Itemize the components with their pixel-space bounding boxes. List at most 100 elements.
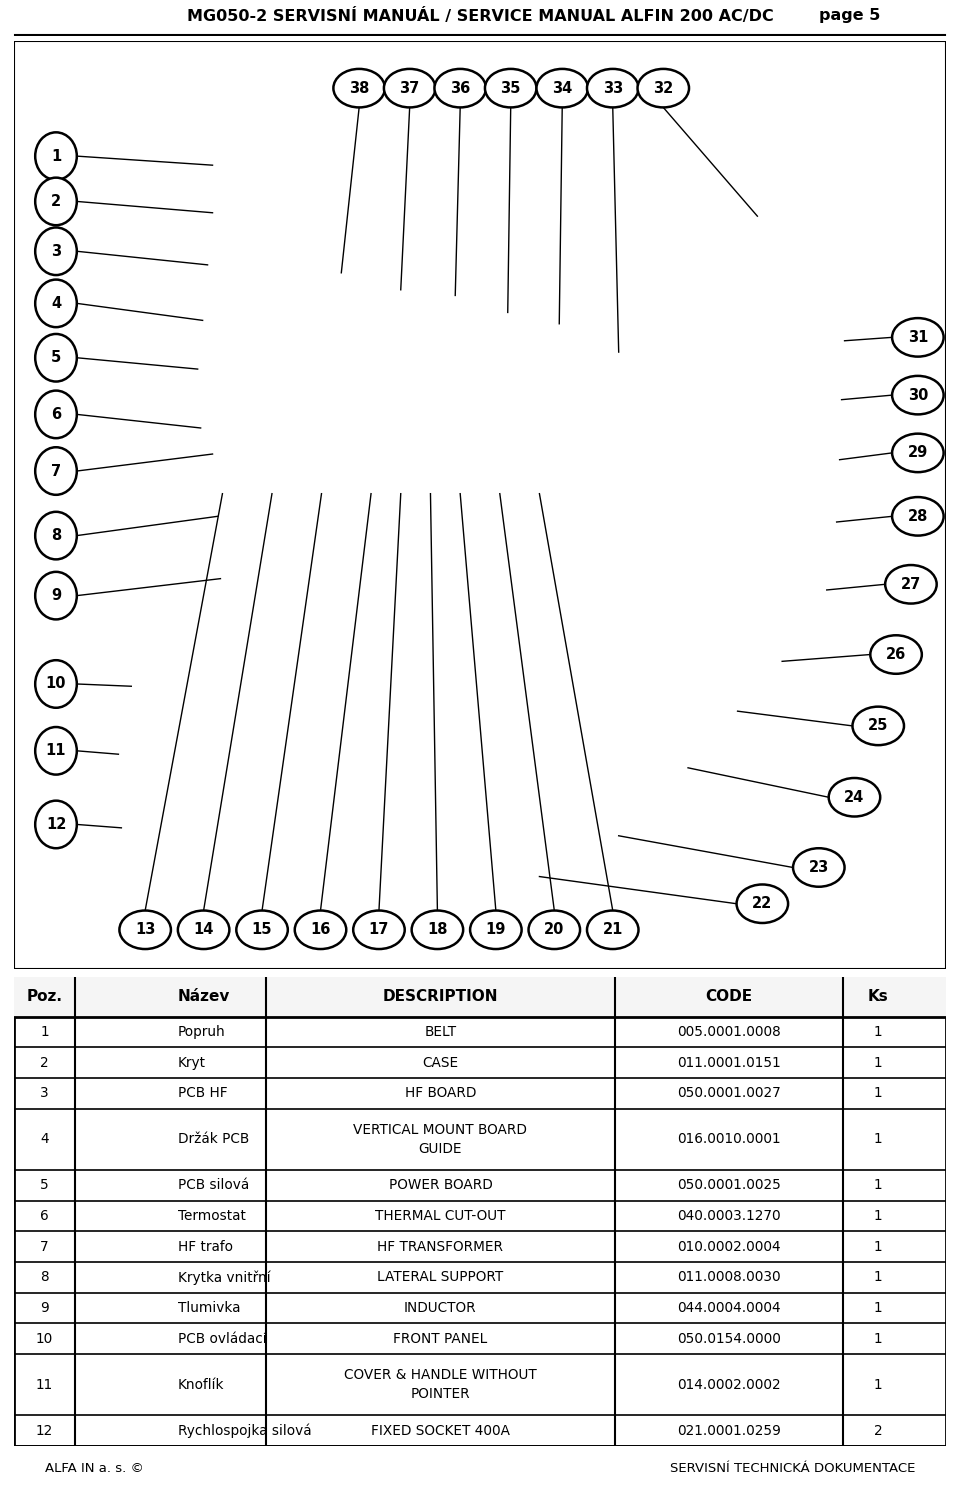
Text: SERVISNÍ TECHNICKÁ DOKUMENTACE: SERVISNÍ TECHNICKÁ DOKUMENTACE bbox=[670, 1462, 915, 1474]
Text: 25: 25 bbox=[868, 718, 888, 733]
Text: 28: 28 bbox=[907, 510, 928, 525]
Text: 011.0008.0030: 011.0008.0030 bbox=[678, 1270, 780, 1285]
Text: 22: 22 bbox=[753, 896, 773, 911]
Circle shape bbox=[36, 801, 77, 848]
Text: HF trafo: HF trafo bbox=[178, 1240, 233, 1254]
Ellipse shape bbox=[892, 376, 944, 415]
Text: 11: 11 bbox=[46, 744, 66, 759]
Text: 38: 38 bbox=[348, 81, 370, 96]
Text: 040.0003.1270: 040.0003.1270 bbox=[678, 1208, 780, 1223]
Text: POWER BOARD: POWER BOARD bbox=[389, 1178, 492, 1192]
Circle shape bbox=[36, 132, 77, 180]
Text: Krytka vnitřní: Krytka vnitřní bbox=[178, 1270, 271, 1285]
Ellipse shape bbox=[828, 779, 880, 816]
Circle shape bbox=[36, 448, 77, 494]
Text: 17: 17 bbox=[369, 923, 389, 938]
Text: 27: 27 bbox=[900, 577, 921, 592]
Text: 9: 9 bbox=[51, 588, 61, 603]
Circle shape bbox=[36, 391, 77, 439]
Text: HF TRANSFORMER: HF TRANSFORMER bbox=[377, 1240, 503, 1254]
Ellipse shape bbox=[178, 911, 229, 948]
Text: 5: 5 bbox=[51, 350, 61, 365]
Text: 33: 33 bbox=[603, 81, 623, 96]
Text: 021.0001.0259: 021.0001.0259 bbox=[677, 1423, 781, 1437]
Text: 16: 16 bbox=[310, 923, 330, 938]
Ellipse shape bbox=[587, 911, 638, 948]
Circle shape bbox=[36, 727, 77, 774]
Text: COVER & HANDLE WITHOUT
POINTER: COVER & HANDLE WITHOUT POINTER bbox=[344, 1368, 537, 1401]
Text: 23: 23 bbox=[808, 860, 828, 875]
Text: Ks: Ks bbox=[868, 989, 888, 1004]
Text: Rychlospojka silová: Rychlospojka silová bbox=[178, 1423, 311, 1438]
Ellipse shape bbox=[892, 497, 944, 535]
Ellipse shape bbox=[119, 911, 171, 948]
Text: 1: 1 bbox=[874, 1302, 882, 1315]
Ellipse shape bbox=[793, 848, 845, 887]
Circle shape bbox=[36, 571, 77, 619]
Text: THERMAL CUT-OUT: THERMAL CUT-OUT bbox=[375, 1208, 506, 1223]
Text: 1: 1 bbox=[874, 1208, 882, 1223]
Text: 050.0001.0027: 050.0001.0027 bbox=[677, 1087, 781, 1100]
Text: 24: 24 bbox=[845, 789, 865, 804]
Text: 1: 1 bbox=[874, 1332, 882, 1345]
Text: 050.0001.0025: 050.0001.0025 bbox=[677, 1178, 781, 1192]
Ellipse shape bbox=[384, 69, 436, 107]
Ellipse shape bbox=[852, 706, 904, 745]
Text: 2: 2 bbox=[51, 194, 61, 209]
Text: 1: 1 bbox=[874, 1178, 882, 1192]
Text: Knoflík: Knoflík bbox=[178, 1378, 225, 1392]
Ellipse shape bbox=[295, 911, 347, 948]
Circle shape bbox=[36, 280, 77, 328]
Text: 5: 5 bbox=[40, 1178, 49, 1192]
Text: 14: 14 bbox=[193, 923, 214, 938]
Ellipse shape bbox=[485, 69, 537, 107]
Text: ALFA IN a. s. ©: ALFA IN a. s. © bbox=[45, 1462, 144, 1474]
Bar bbox=[14, 977, 946, 1018]
Text: Držák PCB: Držák PCB bbox=[178, 1132, 249, 1147]
Text: 34: 34 bbox=[552, 81, 572, 96]
Text: 1: 1 bbox=[874, 1378, 882, 1392]
Ellipse shape bbox=[236, 911, 288, 948]
Ellipse shape bbox=[537, 69, 588, 107]
Text: 4: 4 bbox=[51, 296, 61, 311]
Text: 12: 12 bbox=[46, 818, 66, 833]
Text: 6: 6 bbox=[40, 1208, 49, 1223]
Text: 29: 29 bbox=[908, 445, 928, 460]
Ellipse shape bbox=[529, 911, 580, 948]
Text: Tlumivka: Tlumivka bbox=[178, 1302, 240, 1315]
Text: Popruh: Popruh bbox=[178, 1025, 226, 1039]
Text: 37: 37 bbox=[399, 81, 420, 96]
Ellipse shape bbox=[587, 69, 638, 107]
Ellipse shape bbox=[353, 911, 405, 948]
Text: 1: 1 bbox=[874, 1270, 882, 1285]
Ellipse shape bbox=[470, 911, 521, 948]
Text: 15: 15 bbox=[252, 923, 273, 938]
Circle shape bbox=[36, 227, 77, 275]
Text: 7: 7 bbox=[51, 463, 61, 478]
Text: FRONT PANEL: FRONT PANEL bbox=[394, 1332, 488, 1345]
Ellipse shape bbox=[871, 636, 922, 673]
Text: LATERAL SUPPORT: LATERAL SUPPORT bbox=[377, 1270, 504, 1285]
Circle shape bbox=[36, 334, 77, 382]
Text: CODE: CODE bbox=[706, 989, 753, 1004]
Ellipse shape bbox=[892, 434, 944, 472]
Text: 7: 7 bbox=[40, 1240, 49, 1254]
Text: 12: 12 bbox=[36, 1423, 54, 1437]
Text: 36: 36 bbox=[450, 81, 470, 96]
Text: 3: 3 bbox=[40, 1087, 49, 1100]
Text: 1: 1 bbox=[51, 149, 61, 164]
Text: 3: 3 bbox=[51, 243, 61, 259]
Ellipse shape bbox=[885, 565, 937, 604]
Circle shape bbox=[36, 177, 77, 225]
Text: INDUCTOR: INDUCTOR bbox=[404, 1302, 477, 1315]
Text: 11: 11 bbox=[36, 1378, 54, 1392]
Text: 30: 30 bbox=[907, 388, 928, 403]
Text: 2: 2 bbox=[40, 1055, 49, 1070]
Text: 1: 1 bbox=[874, 1132, 882, 1147]
Text: MG050-2 SERVISNÍ MANUÁL / SERVICE MANUAL ALFIN 200 AC/DC: MG050-2 SERVISNÍ MANUÁL / SERVICE MANUAL… bbox=[186, 8, 774, 24]
Text: Termostat: Termostat bbox=[178, 1208, 246, 1223]
Text: 10: 10 bbox=[46, 676, 66, 691]
Text: 8: 8 bbox=[51, 528, 61, 543]
Text: 18: 18 bbox=[427, 923, 447, 938]
Circle shape bbox=[36, 660, 77, 708]
